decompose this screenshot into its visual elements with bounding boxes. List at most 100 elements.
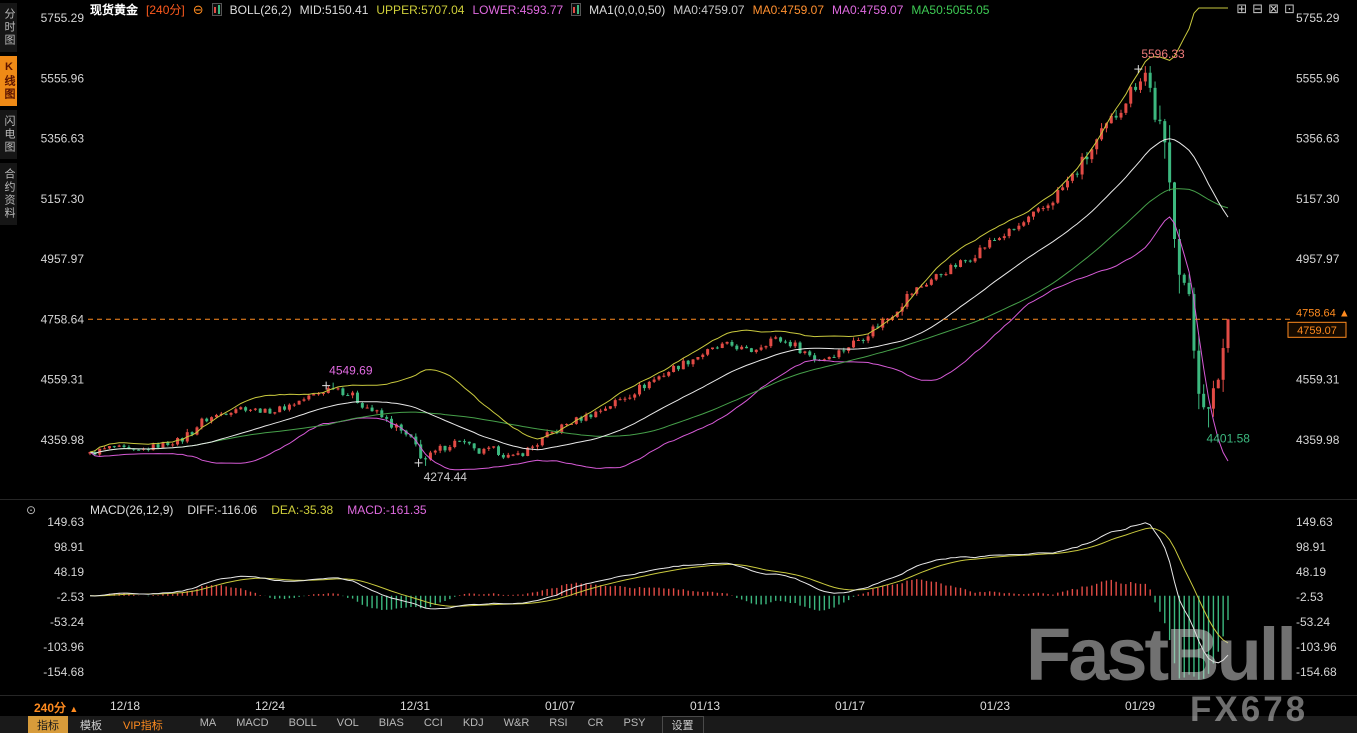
tab-模板[interactable]: 模板 bbox=[80, 719, 102, 732]
svg-text:149.63: 149.63 bbox=[47, 515, 84, 529]
svg-text:-103.96: -103.96 bbox=[43, 640, 84, 654]
indicator-button-PSY[interactable]: PSY bbox=[623, 716, 646, 729]
svg-text:-2.53: -2.53 bbox=[1296, 590, 1324, 604]
svg-text:-2.53: -2.53 bbox=[57, 590, 85, 604]
current-price-badge: 4759.07 bbox=[1287, 321, 1347, 338]
indicator-button-BOLL[interactable]: BOLL bbox=[288, 716, 317, 729]
indicator-buttons: MA MACD BOLL VOL BIAS CCI KDJ W&R RSI CR PSY 设置 bbox=[190, 715, 704, 733]
layout-icon-2[interactable]: ⊟ bbox=[1252, 1, 1264, 16]
svg-text:48.19: 48.19 bbox=[1296, 565, 1326, 579]
svg-text:4559.31: 4559.31 bbox=[41, 373, 85, 387]
time-label: 01/13 bbox=[689, 699, 721, 713]
overlay-lines bbox=[89, 7, 1229, 471]
boll-upper-line bbox=[89, 7, 1228, 453]
macd-panel-icon[interactable]: ⊙ bbox=[26, 503, 37, 517]
svg-text:98.91: 98.91 bbox=[54, 540, 84, 554]
period-badge-label: 240分 bbox=[34, 701, 67, 715]
svg-text:5755.29: 5755.29 bbox=[41, 11, 85, 25]
ma0-value-1: MA0:4759.07 bbox=[673, 2, 745, 17]
period-label[interactable]: [240分] bbox=[146, 3, 185, 17]
svg-text:5356.63: 5356.63 bbox=[41, 132, 85, 146]
boll-legend-icon[interactable] bbox=[211, 3, 222, 16]
settings-button[interactable]: 设置 bbox=[661, 715, 704, 733]
macd-diff-value: DIFF:-116.06 bbox=[187, 503, 258, 517]
svg-text:4759.07: 4759.07 bbox=[1297, 325, 1337, 337]
boll-label: BOLL(26,2) bbox=[229, 2, 292, 17]
up-arrow-icon: ▲ bbox=[69, 704, 79, 714]
boll-lower-line bbox=[89, 216, 1229, 471]
svg-text:4957.97: 4957.97 bbox=[1296, 252, 1340, 266]
toolbar-tabs: 指标 模板 VIP指标 bbox=[28, 715, 172, 733]
svg-text:4401.58: 4401.58 bbox=[1207, 431, 1251, 445]
boll-mid-value: MID:5150.41 bbox=[299, 2, 369, 17]
macd-lines bbox=[89, 522, 1229, 664]
window-layout-icons: ⊞ ⊟ ⊠ ⊡ bbox=[1236, 1, 1295, 16]
boll-upper-value: UPPER:5707.04 bbox=[376, 2, 465, 17]
svg-text:-53.24: -53.24 bbox=[1296, 615, 1330, 629]
time-label: 01/23 bbox=[979, 699, 1011, 713]
svg-text:4359.98: 4359.98 bbox=[41, 433, 85, 447]
symbol-name: 现货黄金 bbox=[90, 3, 139, 17]
macd-label: MACD(26,12,9) bbox=[90, 503, 174, 517]
ma-legend-icon[interactable] bbox=[571, 3, 582, 16]
boll-mid-line bbox=[89, 138, 1229, 454]
ma-label: MA1(0,0,0,50) bbox=[589, 2, 666, 17]
indicator-button-RSI[interactable]: RSI bbox=[549, 716, 568, 729]
indicator-button-MACD[interactable]: MACD bbox=[236, 716, 269, 729]
period-badge[interactable]: 240分 ▲ bbox=[34, 699, 78, 716]
indicator-button-CR[interactable]: CR bbox=[587, 716, 604, 729]
chart-type-sidebar: 分时图 K线图闪电图合约资料 bbox=[0, 0, 17, 225]
indicator-button-KDJ[interactable]: KDJ bbox=[462, 716, 484, 729]
indicator-header-bar: 现货黄金 [240分] ⊖ BOLL(26,2) MID:5150.41 UPP… bbox=[0, 0, 1357, 19]
bottom-toolbar: 指标 模板 VIP指标 MA MACD BOLL VOL BIAS CCI KDJ W&R RSI C… bbox=[0, 715, 1357, 733]
svg-text:5356.63: 5356.63 bbox=[1296, 132, 1340, 146]
minus-circle-icon[interactable]: ⊖ bbox=[192, 1, 204, 17]
dea-line bbox=[90, 527, 1229, 644]
svg-text:5157.30: 5157.30 bbox=[41, 192, 85, 206]
time-label: 01/07 bbox=[544, 699, 576, 713]
svg-text:4758.64 ▲: 4758.64 ▲ bbox=[1296, 307, 1350, 319]
tab-VIP指标[interactable]: VIP指标 bbox=[123, 719, 163, 732]
macd-histogram bbox=[94, 579, 1229, 680]
macd-dea-value: DEA:-35.38 bbox=[271, 503, 334, 517]
sidebar-item-3[interactable]: 闪电图 bbox=[0, 110, 17, 159]
svg-text:4274.44: 4274.44 bbox=[424, 470, 468, 484]
indicator-button-VOL[interactable]: VOL bbox=[336, 716, 359, 729]
macd-panel-header: ⊙ MACD(26,12,9) DIFF:-116.06 DEA:-35.38 … bbox=[26, 503, 427, 517]
sidebar-item-1[interactable]: 分时图 bbox=[0, 3, 17, 52]
svg-text:4957.97: 4957.97 bbox=[41, 252, 85, 266]
svg-text:-53.24: -53.24 bbox=[50, 615, 84, 629]
tab-指标[interactable]: 指标 bbox=[28, 715, 68, 733]
sidebar-item-2[interactable]: K线图 bbox=[0, 56, 17, 106]
svg-text:4549.69: 4549.69 bbox=[329, 364, 373, 378]
sidebar-item-4[interactable]: 合约资料 bbox=[0, 163, 17, 225]
svg-text:149.63: 149.63 bbox=[1296, 515, 1333, 529]
svg-text:4559.31: 4559.31 bbox=[1296, 373, 1340, 387]
svg-text:4359.98: 4359.98 bbox=[1296, 433, 1340, 447]
time-label: 12/24 bbox=[254, 699, 286, 713]
indicator-button-BIAS[interactable]: BIAS bbox=[378, 716, 404, 729]
ma0-value-2: MA0:4759.07 bbox=[752, 2, 824, 17]
indicator-button-MA[interactable]: MA bbox=[199, 716, 217, 729]
ma50-value: MA50:5055.05 bbox=[911, 2, 990, 17]
time-label: 01/29 bbox=[1124, 699, 1156, 713]
macd-axis: 149.63 149.63 98.91 98.91 48.19 48.19 -2.53 -2.… bbox=[43, 515, 1337, 679]
svg-text:48.19: 48.19 bbox=[54, 565, 84, 579]
indicator-button-W&R[interactable]: W&R bbox=[503, 716, 530, 729]
time-label: 12/31 bbox=[399, 699, 431, 713]
watermark-brand: FastBull bbox=[1026, 613, 1297, 696]
layout-icon-4[interactable]: ⊡ bbox=[1284, 1, 1295, 16]
indicator-button-CCI[interactable]: CCI bbox=[423, 716, 443, 729]
time-label: 12/18 bbox=[109, 699, 141, 713]
macd-macd-value: MACD:-161.35 bbox=[347, 503, 427, 517]
time-label: 01/17 bbox=[834, 699, 866, 713]
candlesticks bbox=[88, 66, 1230, 466]
svg-text:5555.96: 5555.96 bbox=[41, 71, 85, 85]
svg-text:5596.33: 5596.33 bbox=[1141, 47, 1185, 61]
price-axis: 5755.29 5755.29 5555.96 5555.96 5356.63 5356.… bbox=[41, 11, 1340, 447]
ma50-line bbox=[89, 188, 1229, 454]
layout-icon-3[interactable]: ⊠ bbox=[1268, 1, 1280, 16]
svg-text:5755.29: 5755.29 bbox=[1296, 11, 1340, 25]
layout-icon-1[interactable]: ⊞ bbox=[1236, 1, 1248, 16]
